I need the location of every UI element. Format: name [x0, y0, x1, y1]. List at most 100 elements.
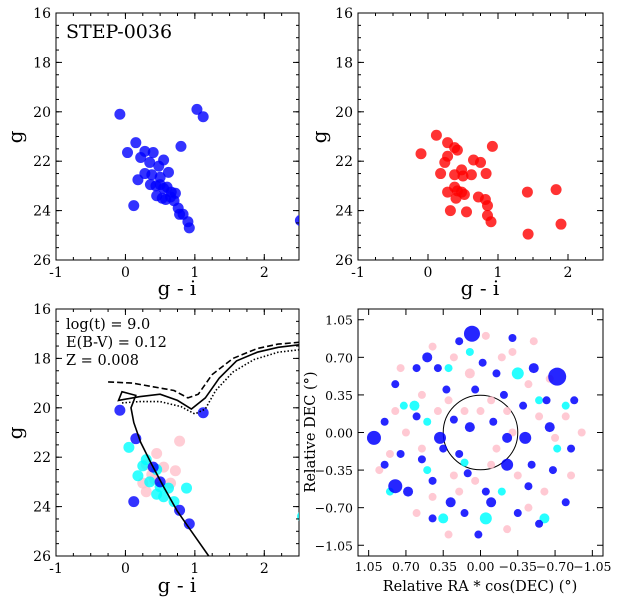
point-pink [391, 407, 400, 416]
point-blue [513, 509, 522, 518]
point-blue [366, 430, 381, 445]
x-axis-label: g - i [158, 573, 197, 597]
point-pink-stars [140, 486, 152, 498]
point-field [442, 186, 454, 198]
x-tick-label: 2 [260, 265, 269, 281]
point-blue-members [183, 518, 195, 530]
point-blue [527, 460, 536, 469]
point-field [457, 170, 469, 182]
point-blue [519, 401, 528, 410]
point-members [175, 140, 187, 152]
point-members [191, 103, 203, 115]
point-blue [412, 412, 421, 421]
panel-cmd-field: -1 0 1 2 16 18 20 22 24 26 g - i g [307, 6, 604, 300]
point-blue [412, 364, 421, 373]
point-field [435, 168, 447, 180]
point-blue [471, 385, 480, 394]
point-pink [535, 412, 544, 421]
point-cyan [438, 513, 449, 524]
point-pink [455, 487, 464, 496]
panel-cmd-members: -1 0 1 2 16 18 20 22 24 26 STEP-0036 g - i g [3, 6, 300, 300]
y-tick-label: 22 [335, 154, 353, 170]
y-tick-label: 0.70 [325, 350, 353, 365]
point-cyan [497, 487, 506, 496]
x-tick-label: 2 [564, 265, 573, 281]
x-tick-label: 0.70 [392, 559, 420, 574]
y-tick-label: 22 [33, 450, 51, 466]
y-tick-label: 26 [33, 253, 51, 269]
point-pink-stars [151, 447, 163, 459]
x-tick-label: 0 [424, 265, 433, 281]
point-blue [502, 432, 513, 443]
point-members [135, 151, 147, 163]
point-blue [403, 486, 414, 497]
point-pink [487, 460, 496, 469]
annotation-ebv: E(B-V) = 0.12 [66, 335, 167, 351]
point-blue [417, 455, 426, 464]
point-blue [544, 422, 555, 433]
point-blue-members [197, 407, 209, 419]
point-pink [471, 476, 480, 485]
point-blue [388, 479, 403, 494]
point-members [132, 174, 144, 186]
point-members [153, 160, 165, 172]
point-blue [380, 417, 389, 426]
point-blue [508, 333, 517, 342]
point-pink [449, 471, 458, 480]
y-tick-label: 0.00 [325, 426, 353, 441]
point-cyan [539, 513, 550, 524]
point-blue [535, 519, 544, 528]
x-tick-label: 0.35 [429, 559, 457, 574]
point-blue [391, 380, 400, 389]
search-radius-circle [442, 394, 519, 471]
point-field [444, 205, 456, 217]
point-field [415, 148, 427, 160]
point-cyan [423, 417, 432, 426]
point-field [439, 156, 451, 168]
point-cyan [479, 512, 492, 525]
point-pink [524, 503, 533, 512]
point-blue [528, 363, 539, 374]
point-pink [375, 466, 384, 475]
point-field [461, 206, 472, 218]
point-field [482, 200, 493, 212]
point-blue [449, 415, 458, 424]
point-field [480, 168, 492, 180]
point-pink [524, 380, 533, 389]
point-blue-members [114, 404, 126, 416]
point-blue-members [174, 504, 186, 516]
y-tick-label: −1.05 [315, 538, 353, 553]
point-blue [492, 369, 501, 378]
point-cyan [561, 401, 570, 410]
point-members [183, 222, 195, 234]
point-pink [385, 449, 394, 458]
point-members [128, 200, 140, 212]
point-pink [497, 353, 506, 362]
point-blue [428, 476, 437, 485]
x-tick-label: 0.00 [467, 559, 495, 574]
point-blue [442, 385, 451, 394]
point-blue [567, 444, 576, 453]
y-tick-label: 0.35 [325, 388, 353, 403]
point-blue [445, 497, 456, 508]
point-pink-stars [174, 435, 186, 447]
point-blue [570, 396, 579, 405]
point-pink [540, 487, 549, 496]
point-blue [380, 460, 389, 469]
point-field [485, 216, 497, 228]
y-tick-label: 16 [33, 302, 51, 318]
point-blue [561, 498, 570, 507]
point-blue [548, 466, 557, 475]
point-pink [529, 337, 538, 346]
y-tick-label: 20 [33, 401, 51, 417]
point-members [197, 111, 209, 123]
y-tick-label: 24 [335, 204, 353, 220]
point-members [114, 108, 126, 120]
point-blue [464, 422, 475, 433]
point-pink [577, 428, 586, 437]
y-tick-label: 20 [335, 105, 353, 121]
point-pink [428, 342, 437, 351]
point-members [144, 156, 156, 168]
panel-sky-map: 1.05 0.70 0.35 0.00 −0.35−0.70−1.051.050.700… [303, 308, 612, 595]
point-pink [444, 396, 453, 405]
